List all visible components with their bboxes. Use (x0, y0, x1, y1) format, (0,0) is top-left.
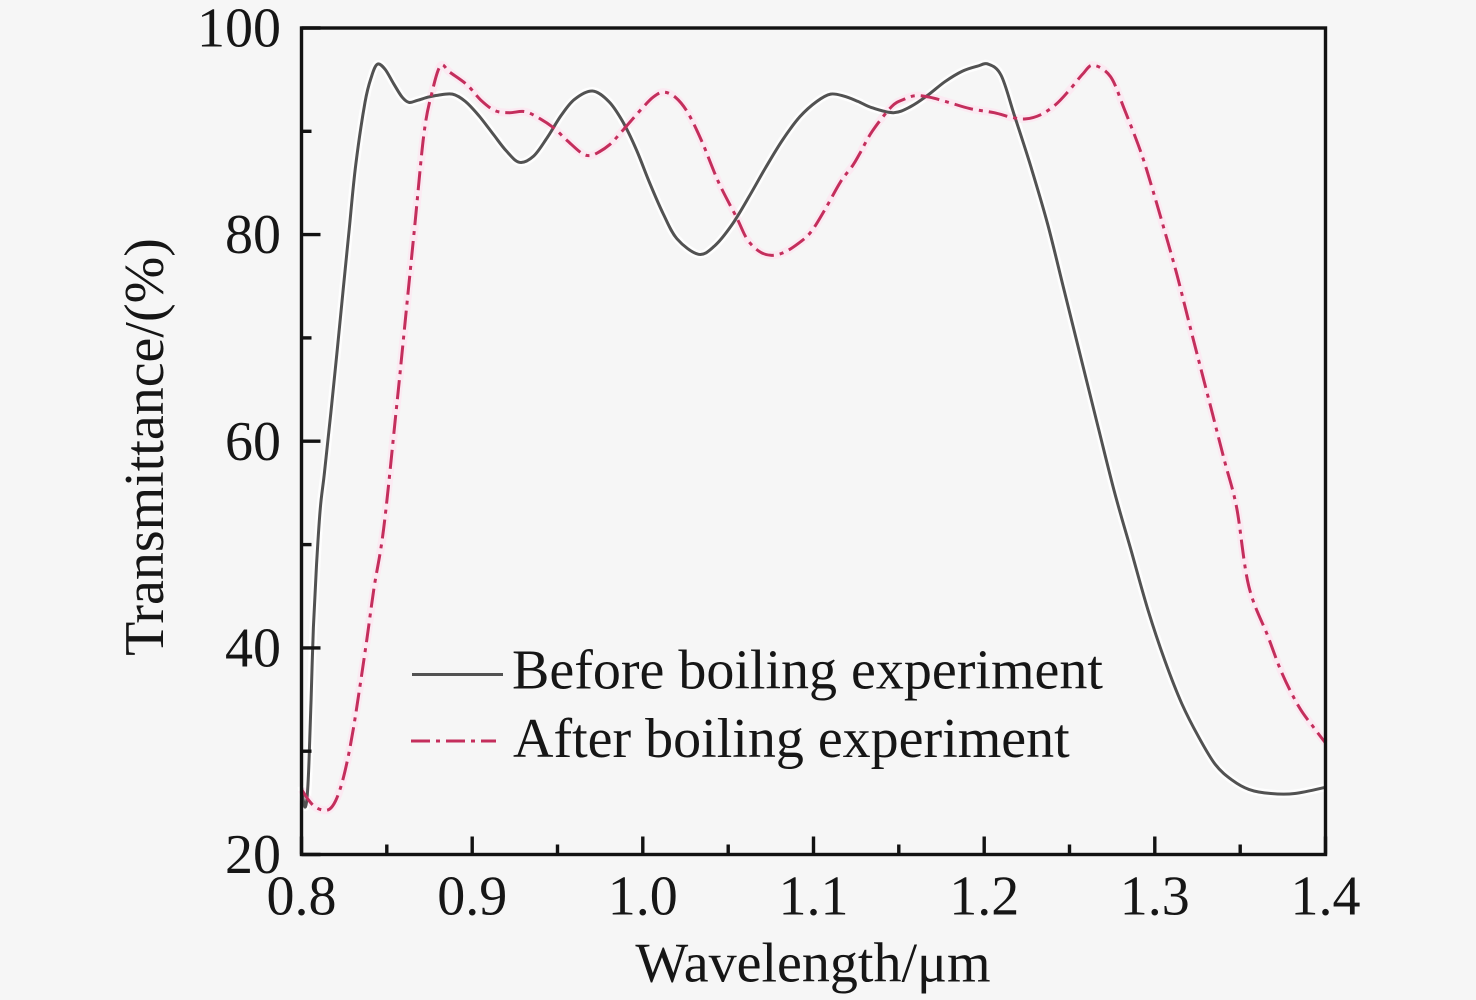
svg-text:Before boiling experiment: Before boiling experiment (512, 640, 1103, 702)
svg-text:1.2: 1.2 (949, 866, 1019, 928)
svg-text:0.8: 0.8 (267, 866, 337, 928)
svg-text:After boiling experiment: After boiling experiment (513, 708, 1070, 770)
svg-text:1.3: 1.3 (1120, 866, 1190, 928)
svg-text:1.4: 1.4 (1291, 866, 1361, 928)
svg-text:40: 40 (225, 617, 281, 679)
svg-text:1.1: 1.1 (779, 866, 849, 928)
svg-text:Transmittance/(%): Transmittance/(%) (114, 238, 176, 656)
svg-text:20: 20 (225, 824, 281, 886)
svg-text:Wavelength/μm: Wavelength/μm (635, 933, 990, 995)
svg-text:0.9: 0.9 (437, 866, 507, 928)
svg-text:100: 100 (197, 0, 281, 60)
svg-text:1.0: 1.0 (608, 866, 678, 928)
svg-text:80: 80 (225, 204, 281, 266)
svg-text:60: 60 (225, 411, 281, 473)
